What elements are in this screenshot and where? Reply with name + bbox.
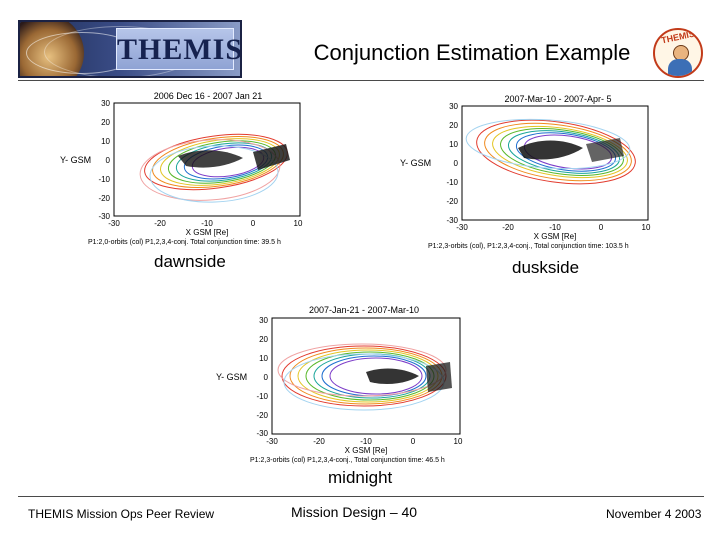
plot-note: P1:2,3-orbits (col) P1,2,3,4-conj., Tota… xyxy=(250,457,445,464)
plot-note: P1:2,0-orbits (col) P1,2,3,4-conj. Total… xyxy=(88,239,281,246)
plot-frame xyxy=(271,317,461,435)
x-tick-label: -10 xyxy=(360,437,372,446)
plot-date-range: 2007-Mar-10 - 2007-Apr- 5 xyxy=(504,94,611,104)
caption-duskside: duskside xyxy=(512,258,580,277)
x-tick-label: 10 xyxy=(642,223,651,232)
orbit-tracks xyxy=(277,343,452,411)
y-tick-label: -10 xyxy=(98,175,110,184)
mission-mascot-logo: THEMIS xyxy=(653,28,703,78)
mascot-body xyxy=(668,59,692,76)
footer-divider xyxy=(18,496,704,497)
x-tick-label: 10 xyxy=(454,437,463,446)
y-tick-label: 20 xyxy=(101,118,110,127)
footer-center-text: Mission Design – 40 xyxy=(291,504,418,520)
plot-date-range: 2007-Jan-21 - 2007-Mar-10 xyxy=(309,305,419,315)
caption-midnight: midnight xyxy=(328,468,393,487)
y-tick-label: 30 xyxy=(101,99,110,108)
plot-note: P1:2,3-orbits (col), P1:2,3,4-conj., Tot… xyxy=(428,243,629,250)
slide-title: Conjunction Estimation Example xyxy=(313,40,631,65)
x-tick-label: -30 xyxy=(456,223,468,232)
plot-frame xyxy=(461,105,649,221)
x-tick-label: -20 xyxy=(502,223,514,232)
y-tick-label: -30 xyxy=(446,216,458,225)
caption-dawnside: dawnside xyxy=(154,252,226,271)
y-tick-label: -30 xyxy=(256,429,268,438)
y-tick-label: -10 xyxy=(256,392,268,401)
footer-left-text: THEMIS Mission Ops Peer Review xyxy=(28,507,215,521)
y-axis-label: Y- GSM xyxy=(60,155,91,165)
y-tick-label: -20 xyxy=(98,194,110,203)
y-tick-label: -10 xyxy=(446,178,458,187)
x-axis-label: X GSM [Re] xyxy=(345,446,388,455)
x-tick-label: 0 xyxy=(599,223,604,232)
y-tick-label: 0 xyxy=(106,156,111,165)
x-tick-label: 0 xyxy=(251,219,256,228)
footer-right-text: November 4 2003 xyxy=(606,507,702,521)
orbit-plot-duskside: 2007-Mar-10 - 2007-Apr- 5 Y- GSM 30 20 1… xyxy=(400,94,651,250)
y-tick-label: 10 xyxy=(259,354,268,363)
orbit-plot-midnight: 2007-Jan-21 - 2007-Mar-10 Y- GSM 30 20 1… xyxy=(216,305,463,464)
header-divider xyxy=(18,80,704,81)
x-tick-label: -20 xyxy=(154,219,166,228)
y-axis-label: Y- GSM xyxy=(216,372,247,382)
themis-logo: THEMIS xyxy=(18,20,242,78)
y-tick-label: 20 xyxy=(449,121,458,130)
x-tick-label: -10 xyxy=(549,223,561,232)
x-tick-label: -30 xyxy=(108,219,120,228)
y-tick-label: 0 xyxy=(454,159,459,168)
y-tick-label: 10 xyxy=(449,140,458,149)
y-tick-label: 10 xyxy=(101,137,110,146)
plot-frame xyxy=(113,102,301,217)
x-axis-label: X GSM [Re] xyxy=(534,232,577,241)
logo-text: THEMIS xyxy=(116,28,240,70)
y-tick-label: -20 xyxy=(446,197,458,206)
x-axis-label: X GSM [Re] xyxy=(186,228,229,237)
plot-date-range: 2006 Dec 16 - 2007 Jan 21 xyxy=(154,91,263,101)
orbit-tracks xyxy=(465,118,636,185)
orbit-tracks xyxy=(139,133,290,203)
x-tick-label: -20 xyxy=(313,437,325,446)
y-tick-label: -20 xyxy=(256,411,268,420)
x-tick-label: 0 xyxy=(411,437,416,446)
y-axis-label: Y- GSM xyxy=(400,158,431,168)
y-tick-label: 30 xyxy=(449,102,458,111)
y-tick-label: 0 xyxy=(264,373,269,382)
mascot-text: THEMIS xyxy=(660,28,696,46)
orbit-plot-dawnside: 2006 Dec 16 - 2007 Jan 21 Y- GSM 30 20 1… xyxy=(60,91,303,246)
x-tick-label: 10 xyxy=(294,219,303,228)
y-tick-label: 20 xyxy=(259,335,268,344)
x-tick-label: -30 xyxy=(266,437,278,446)
x-tick-label: -10 xyxy=(201,219,213,228)
y-tick-label: -30 xyxy=(98,212,110,221)
y-tick-label: 30 xyxy=(259,316,268,325)
